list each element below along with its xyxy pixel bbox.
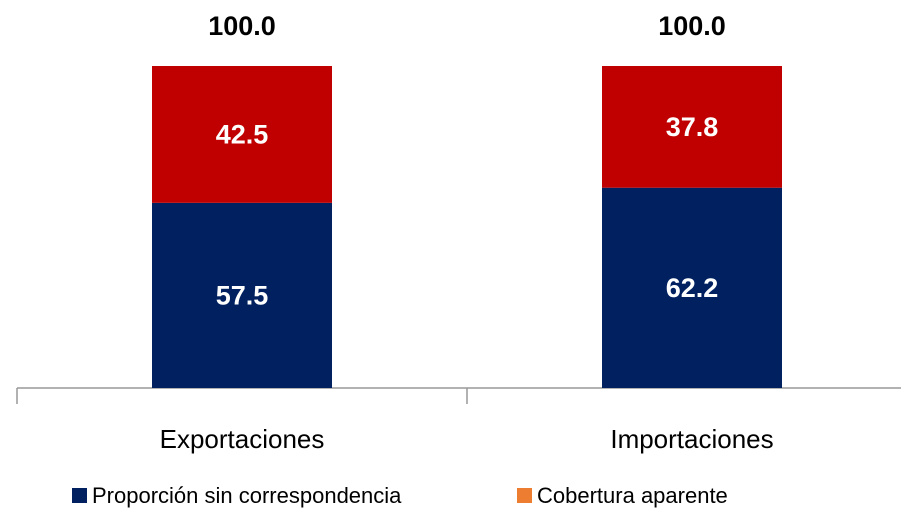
total-label: 100.0 (208, 11, 276, 41)
legend-label: Cobertura aparente (537, 483, 728, 508)
bar-segment (152, 66, 332, 203)
legend-swatch (72, 488, 87, 503)
data-label: 62.2 (666, 273, 719, 303)
data-label: 37.8 (666, 112, 719, 142)
bar-segment (602, 187, 782, 388)
x-tick-label: Importaciones (610, 424, 773, 454)
x-tick-label: Exportaciones (160, 424, 325, 454)
legend-label: Proporción sin correspondencia (92, 483, 402, 508)
legend-swatch (517, 488, 532, 503)
data-label: 42.5 (216, 120, 269, 150)
bar-segment (152, 202, 332, 388)
total-label: 100.0 (658, 11, 726, 41)
data-label: 57.5 (216, 281, 269, 311)
bar-segment (602, 66, 782, 188)
